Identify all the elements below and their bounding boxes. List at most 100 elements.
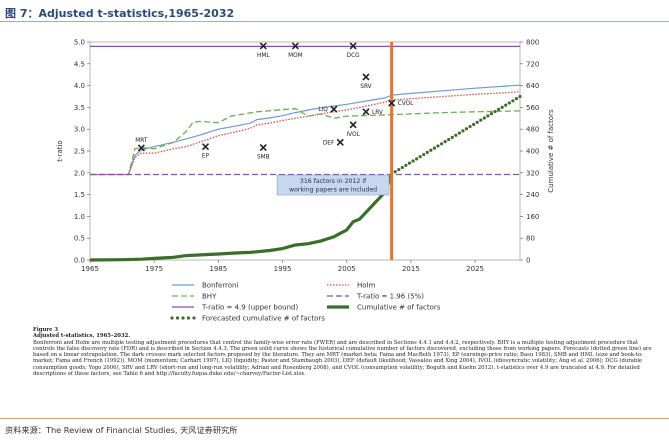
- legend-swatch-forecast: [175, 316, 180, 320]
- y-tick-label: 0.0: [74, 257, 85, 265]
- forecast-dot: [400, 165, 404, 170]
- annotation-text-line2: working papers are included: [289, 187, 377, 194]
- caption-subtitle: Adjusted t-statistics, 1965–2032.: [33, 333, 131, 340]
- legend-label-bhy: BHY: [202, 293, 217, 301]
- factor-label-srv: SRV: [360, 84, 371, 90]
- forecast-dot: [468, 124, 472, 129]
- y2-tick-label: 640: [526, 82, 539, 90]
- forecast-dot: [418, 155, 422, 159]
- forecast-dot: [482, 116, 486, 120]
- y-tick-label: 3.0: [74, 126, 85, 134]
- bottom-divider: [0, 418, 669, 419]
- y-tick-label: 4.0: [74, 82, 85, 90]
- factor-label-dcg: DCG: [347, 53, 361, 59]
- forecast-dot: [514, 97, 519, 101]
- t-statistics-chart: 0.0 0.5 1.0 1.5 2.0 2.5 3.0 3.5 4.0 4.5 5.0 0 80 160 2…: [56, 39, 555, 323]
- factor-marker-lrv: [362, 108, 370, 116]
- y-axis-label: t-ratio: [56, 140, 64, 161]
- forecast-dot: [436, 144, 440, 148]
- factor-label-ep: EP: [202, 154, 210, 160]
- legend-label-forecast: Forecasted cumulative # of factors: [202, 315, 325, 323]
- y-tick-label: 3.5: [74, 104, 85, 112]
- legend-swatch-forecast: [186, 316, 191, 320]
- forecast-dot: [479, 118, 483, 122]
- series-bonferroni-line: [90, 84, 521, 176]
- factor-label-mrt: MRT: [135, 138, 148, 144]
- factor-marker-smb: [259, 143, 267, 152]
- legend-swatch-forecast: [181, 316, 185, 320]
- forecast-dot: [393, 170, 397, 174]
- legend-label-cumulative: Cumulative # of factors: [357, 304, 441, 312]
- x-tick-label: 2005: [338, 265, 356, 273]
- y-tick-label: 1.5: [74, 191, 85, 199]
- forecast-dot: [472, 122, 476, 127]
- forecast-dot: [507, 101, 511, 105]
- y-tick-label: 4.5: [74, 60, 85, 68]
- x-tick-label: 1965: [81, 265, 99, 273]
- factor-label-mom: MOM: [288, 53, 303, 59]
- forecast-dot: [443, 140, 447, 144]
- y2-tick-label: 560: [526, 104, 539, 112]
- forecast-dot: [429, 148, 433, 152]
- factor-marker-mom: [291, 42, 299, 50]
- forecast-dot: [404, 163, 408, 167]
- factor-marker-ivol: [349, 121, 357, 129]
- y2-tick-label: 240: [526, 191, 539, 199]
- forecast-dot: [454, 133, 458, 137]
- factor-marker-def: [336, 138, 344, 146]
- y-tick-label: 2.5: [74, 148, 85, 156]
- series-bhy-line: [90, 108, 521, 176]
- y2-axis-label: Cumulative # of factors: [547, 109, 555, 193]
- forecast-dot: [500, 105, 504, 109]
- forecast-dot: [397, 167, 401, 172]
- forecast-dot: [407, 161, 412, 165]
- y-tick-label: 5.0: [74, 39, 85, 47]
- factor-marker-dcg: [349, 42, 357, 50]
- y-tick-label: 2.0: [74, 169, 85, 177]
- forecast-dot: [450, 135, 454, 139]
- series-holm-line: [90, 91, 521, 176]
- factor-marker-ep: [201, 143, 210, 151]
- forecast-dot: [432, 146, 437, 150]
- forecast-dot: [475, 120, 479, 124]
- factor-marker-liq: [330, 105, 338, 113]
- y2-tick-label: 400: [526, 148, 539, 156]
- caption-title: Figure 3: [33, 327, 59, 333]
- legend-label-bonferroni: Bonferroni: [202, 282, 238, 290]
- forecast-dot: [464, 127, 469, 131]
- source-note: 资料来源：The Review of Financial Studies, 天风…: [5, 425, 238, 435]
- forecast-dot: [504, 103, 508, 107]
- figure-caption: Figure 3 Adjusted t-statistics, 1965–203…: [33, 327, 653, 377]
- forecast-dot: [411, 159, 415, 163]
- annotation-box: [276, 174, 390, 196]
- forecast-dot: [461, 129, 465, 133]
- y2-tick-label: 800: [526, 39, 539, 47]
- x-tick-label: 2015: [402, 265, 420, 273]
- y2-tick-label: 160: [526, 213, 539, 221]
- caption-body: Bonferroni and Holm are multiple testing…: [33, 339, 652, 378]
- y2-tick-label: 480: [526, 126, 539, 134]
- forecast-dot: [425, 150, 429, 154]
- forecast-dot: [447, 137, 451, 142]
- forecast-dot: [493, 109, 497, 114]
- factor-marker-cvol: [388, 99, 396, 107]
- forecast-dot: [486, 114, 490, 118]
- series-cumulative-line: [89, 173, 394, 262]
- factor-label-smb: SMB: [257, 155, 270, 161]
- y2-tick-label: 0: [526, 257, 530, 265]
- x-tick-label: 1975: [145, 265, 163, 273]
- forecast-dot: [489, 112, 494, 116]
- factor-marker-mrt: [137, 144, 145, 152]
- forecast-dot: [457, 131, 461, 135]
- factor-label-cvol: CVOL: [398, 101, 414, 107]
- forecast-dot: [511, 99, 515, 103]
- top-divider: [0, 21, 669, 22]
- factor-label-def: DEF: [323, 140, 334, 146]
- factor-label-liq: LIQ: [318, 107, 328, 113]
- forecast-dot: [439, 142, 444, 146]
- forecast-dot: [518, 94, 522, 99]
- forecast-dot: [415, 157, 419, 161]
- y2-tick-label: 80: [526, 235, 535, 243]
- y-tick-label: 0.5: [74, 235, 85, 243]
- x-tick-label: 1985: [209, 265, 227, 273]
